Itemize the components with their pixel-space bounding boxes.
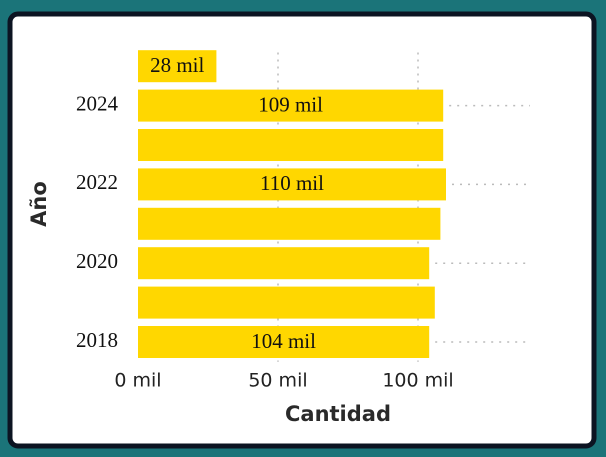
value-label: 28 mil [150,53,204,77]
bar [138,207,441,240]
x-axis-title: Cantidad [285,402,391,426]
x-tick-label: 100 mil [382,370,453,392]
y-axis-title: Año [27,181,51,227]
value-label: 104 mil [251,329,316,353]
x-tick-label: 50 mil [248,370,307,392]
y-tick-label: 2022 [76,170,118,194]
bar [138,129,444,161]
bar [138,89,444,122]
y-tick-label: 2024 [76,91,119,115]
value-label: 110 mil [260,171,324,195]
bar [138,326,430,358]
bar [138,286,435,319]
y-tick-label: 2018 [76,328,118,352]
x-tick-label: 0 mil [114,370,161,392]
bar [138,168,446,201]
bar [138,50,217,83]
value-label: 109 mil [258,92,323,116]
y-tick-label: 2020 [76,249,118,273]
bar [138,247,430,280]
